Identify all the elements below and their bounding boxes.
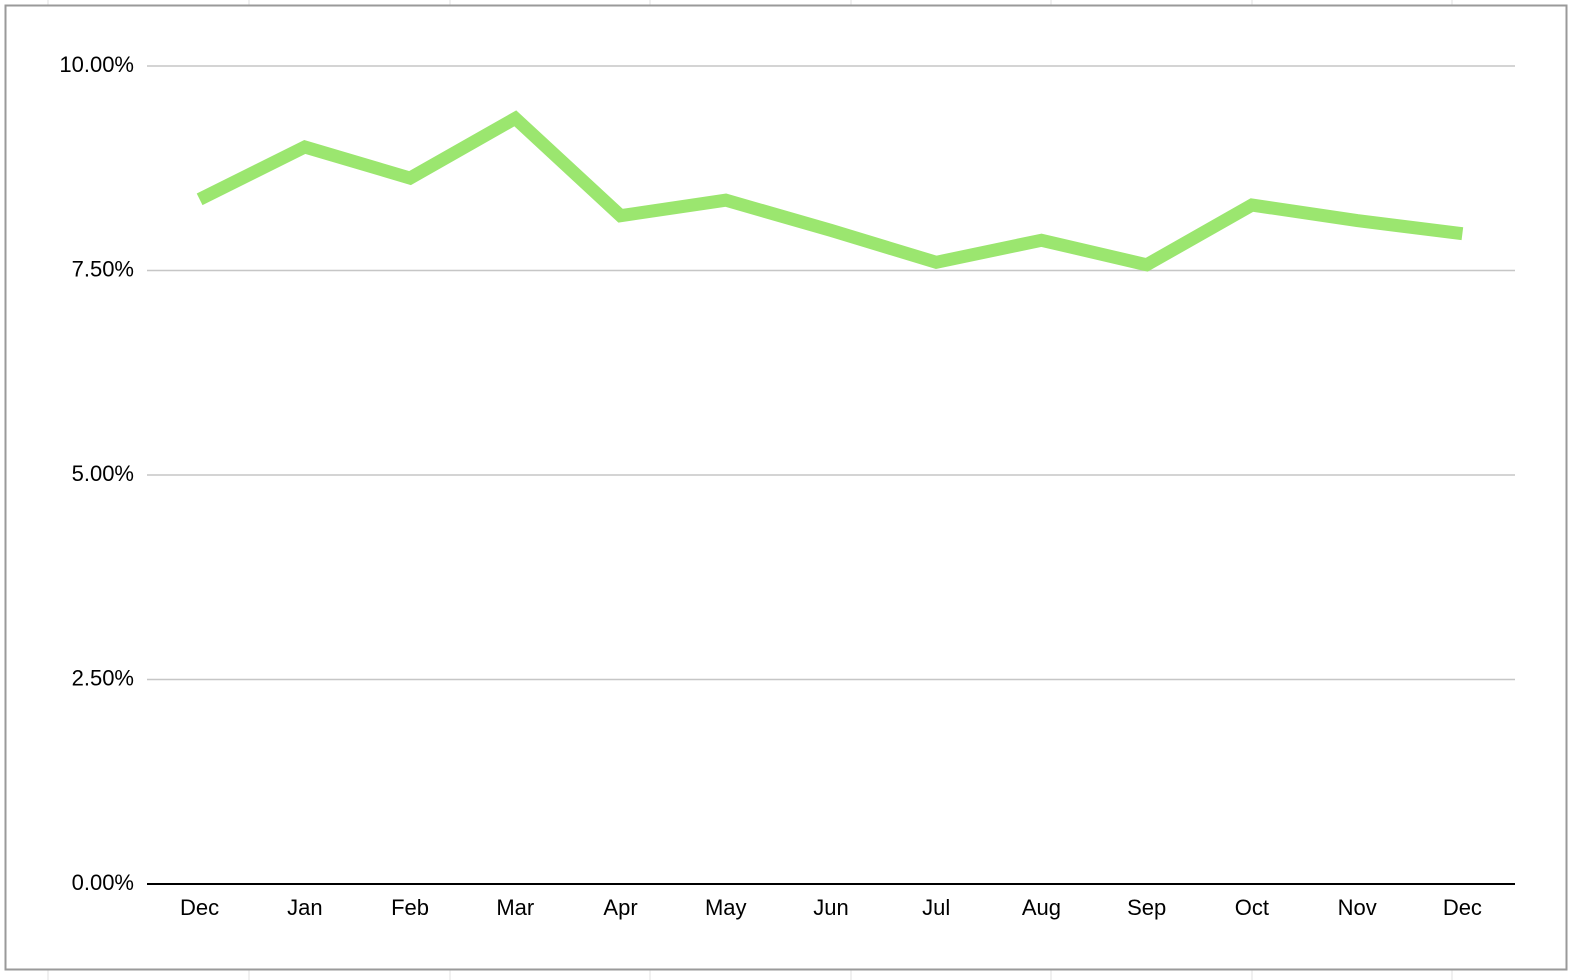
- chart-frame: [4, 4, 1568, 971]
- x-tick-label: Sep: [1127, 895, 1166, 920]
- x-tick-label: Jul: [922, 895, 950, 920]
- y-tick-label: 10.00%: [59, 52, 134, 77]
- x-tick-label: Dec: [1443, 895, 1482, 920]
- x-tick-label: Jan: [287, 895, 322, 920]
- y-tick-label: 5.00%: [72, 461, 134, 486]
- x-tick-label: Jun: [813, 895, 848, 920]
- x-tick-label: Nov: [1338, 895, 1377, 920]
- x-tick-label: Feb: [391, 895, 429, 920]
- x-tick-label: Mar: [496, 895, 534, 920]
- x-tick-label: Apr: [603, 895, 637, 920]
- y-tick-label: 2.50%: [72, 665, 134, 690]
- sheet-grid: [47, 0, 1453, 980]
- x-tick-label: Aug: [1022, 895, 1061, 920]
- x-tick-label: Dec: [180, 895, 219, 920]
- line-series: [196, 110, 1464, 272]
- x-tick-label: May: [705, 895, 747, 920]
- x-tick-label: Oct: [1235, 895, 1269, 920]
- y-tick-label: 0.00%: [72, 870, 134, 895]
- y-tick-label: 7.50%: [72, 256, 134, 281]
